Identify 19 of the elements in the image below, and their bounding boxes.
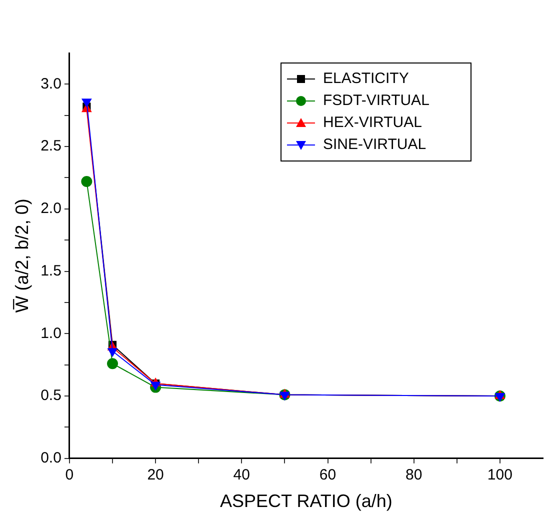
y-tick-label: 1.0 bbox=[40, 324, 62, 342]
legend-label: ELASTICITY bbox=[323, 70, 409, 88]
x-tick-label: 40 bbox=[233, 466, 250, 484]
y-axis-title: W̅ (a/2, b/2, 0) bbox=[12, 198, 32, 313]
x-tick-label: 0 bbox=[65, 466, 74, 484]
legend-label: SINE-VIRTUAL bbox=[323, 136, 426, 154]
y-tick-label: 2.5 bbox=[40, 138, 62, 155]
legend-label: HEX-VIRTUAL bbox=[323, 114, 422, 132]
x-tick-label: 80 bbox=[406, 466, 422, 484]
y-tick-label: 0.0 bbox=[40, 450, 62, 467]
y-tick-label: 3.0 bbox=[40, 75, 62, 92]
legend-label: FSDT-VIRTUAL bbox=[323, 92, 430, 110]
x-tick-label: 100 bbox=[487, 466, 512, 484]
y-tick-label: 2.0 bbox=[40, 200, 62, 218]
x-tick-label: 20 bbox=[147, 466, 164, 484]
x-tick-label: 60 bbox=[319, 466, 336, 484]
y-tick-label: 0.5 bbox=[40, 387, 62, 404]
x-axis-title: ASPECT RATIO (a/h) bbox=[220, 491, 392, 512]
y-tick-label: 1.5 bbox=[40, 262, 62, 280]
